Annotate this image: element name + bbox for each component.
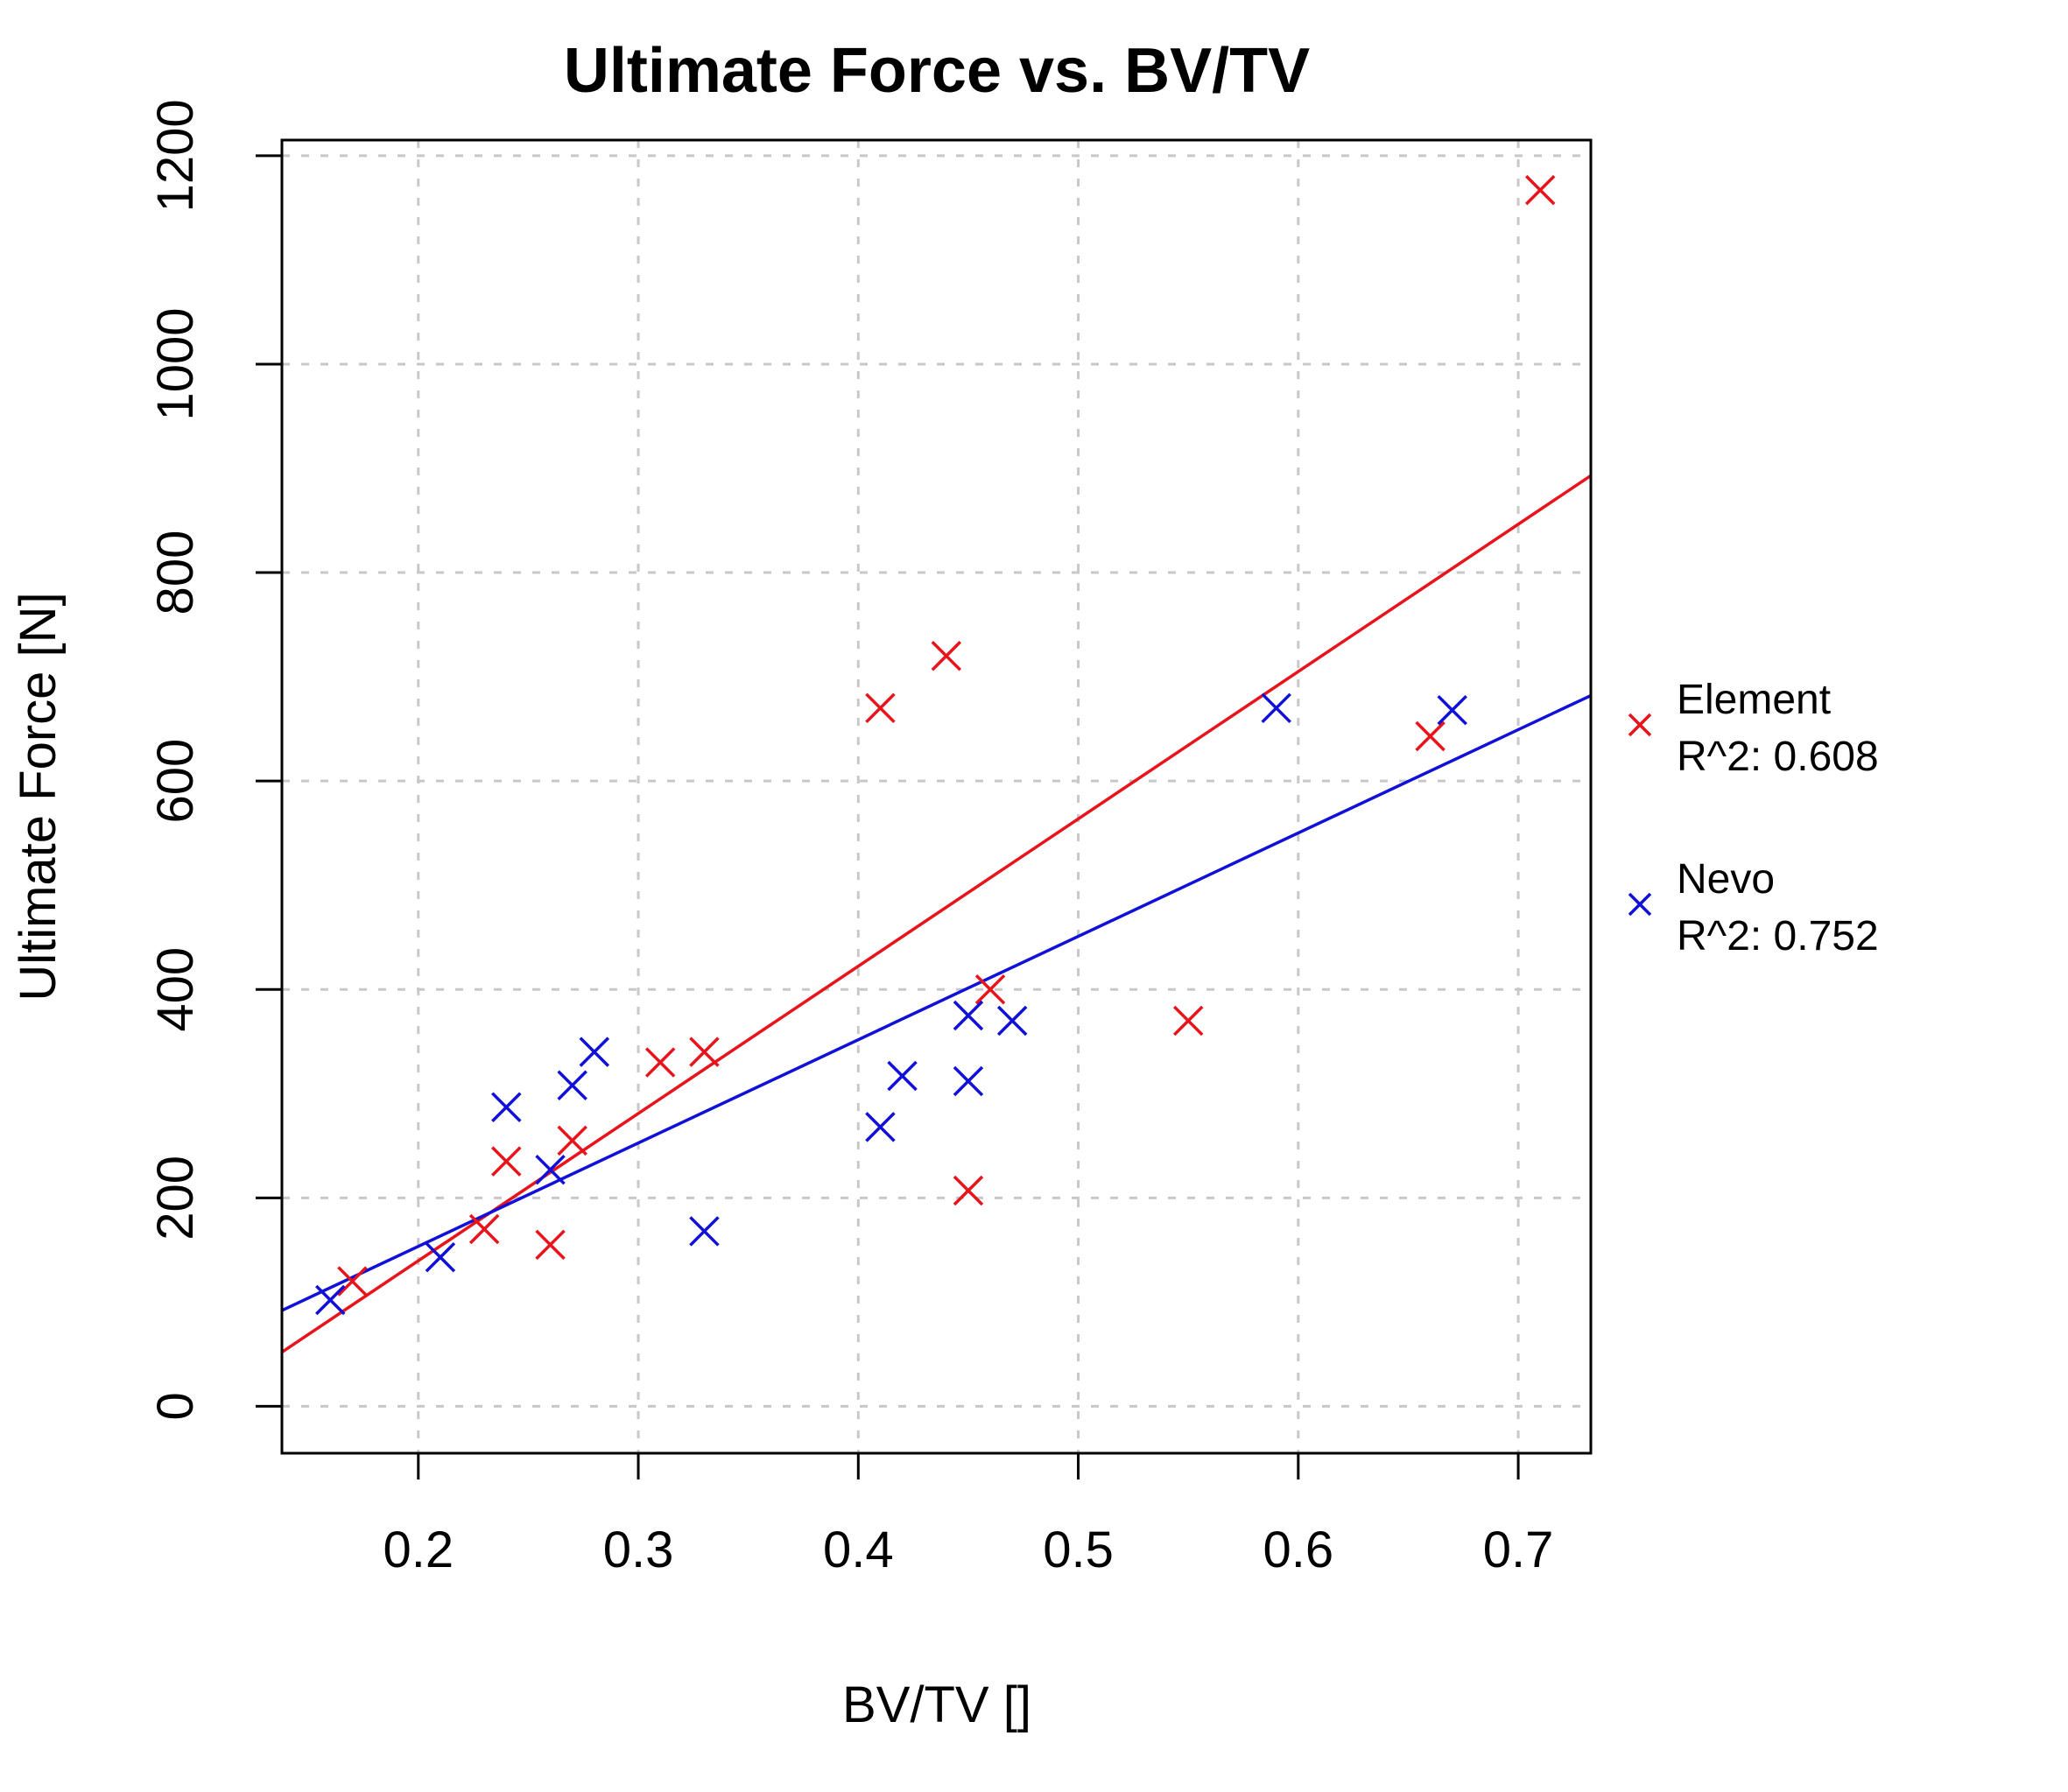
x-tick-label: 0.3 [603, 1521, 674, 1578]
point-nevo [865, 1112, 896, 1142]
y-axis: 0 200 400 600 800 1000 1200 [147, 99, 282, 1421]
x-tick-label: 0.2 [383, 1521, 454, 1578]
point-nevo [996, 1005, 1028, 1037]
legend-item-nevo: Nevo R^2: 0.752 [1628, 856, 1879, 959]
point-nevo [535, 1154, 566, 1185]
point-element [491, 1146, 522, 1177]
fit-line-element [281, 474, 1592, 1353]
point-nevo [953, 1065, 984, 1097]
point-nevo [315, 1284, 346, 1316]
y-tick-label: 400 [147, 947, 204, 1032]
point-element [535, 1229, 566, 1261]
legend-marker-nevo [1628, 892, 1652, 917]
data-points [315, 174, 1556, 1316]
point-element [468, 1213, 500, 1245]
point-nevo [1261, 692, 1291, 724]
point-element [1415, 720, 1445, 752]
point-element [953, 1175, 984, 1206]
fit-line-nevo [281, 693, 1592, 1312]
y-tick-label: 200 [147, 1156, 204, 1240]
y-tick-label: 800 [147, 531, 204, 615]
point-element [644, 1047, 676, 1078]
point-element [931, 641, 962, 671]
grid-lines [282, 140, 1591, 1453]
point-element [1524, 174, 1556, 206]
x-axis-label: BV/TV [] [842, 1676, 1031, 1733]
point-nevo [953, 1000, 984, 1031]
fit-lines [281, 474, 1592, 1353]
point-nevo [491, 1092, 522, 1122]
legend-x-element [1628, 713, 1652, 737]
legend: Element R^2: 0.608 Nevo R^2: 0.752 [1628, 677, 1879, 959]
x-tick-label: 0.7 [1483, 1521, 1554, 1578]
legend-x-nevo [1628, 892, 1652, 917]
legend-marker-element [1628, 713, 1652, 737]
point-element [337, 1266, 368, 1297]
y-axis-label: Ultimate Force [N] [10, 592, 67, 1001]
point-nevo [689, 1216, 720, 1247]
x-tick-label: 0.6 [1263, 1521, 1334, 1578]
x-tick-label: 0.5 [1043, 1521, 1114, 1578]
chart-title: Ultimate Force vs. BV/TV [564, 36, 1310, 106]
point-element [557, 1125, 587, 1156]
legend-item-element: Element R^2: 0.608 [1628, 677, 1879, 780]
legend-label-nevo: Nevo [1677, 856, 1775, 903]
point-nevo [557, 1070, 587, 1100]
point-element [865, 692, 896, 724]
point-nevo [887, 1060, 918, 1092]
point-element [974, 974, 1006, 1005]
point-nevo [579, 1037, 610, 1067]
x-tick-label: 0.4 [823, 1521, 894, 1578]
y-tick-label: 1000 [147, 307, 204, 420]
x-axis: 0.2 0.3 0.4 0.5 0.6 0.7 [383, 1453, 1553, 1578]
point-element [1172, 1005, 1204, 1037]
y-tick-label: 0 [147, 1392, 204, 1420]
point-nevo [1437, 694, 1467, 726]
y-tick-label: 600 [147, 739, 204, 824]
plot-frame [280, 138, 1593, 1455]
point-nevo [425, 1241, 456, 1273]
y-tick-label: 1200 [147, 99, 204, 212]
legend-r2-nevo: R^2: 0.752 [1677, 913, 1879, 959]
point-element [689, 1037, 720, 1067]
legend-label-element: Element [1677, 677, 1831, 723]
legend-r2-element: R^2: 0.608 [1677, 734, 1879, 780]
